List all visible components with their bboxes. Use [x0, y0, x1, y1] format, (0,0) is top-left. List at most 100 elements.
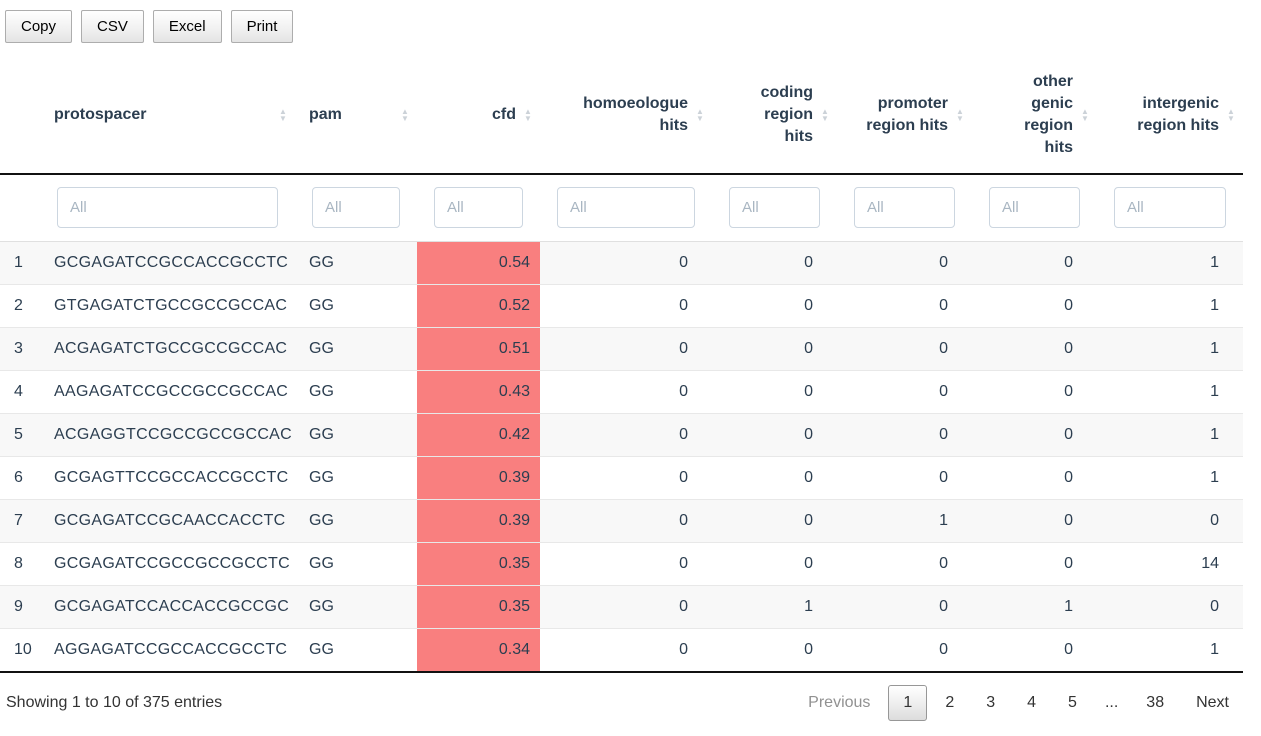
pagination-page-38[interactable]: 38 — [1146, 694, 1165, 711]
print-button[interactable]: Print — [230, 10, 294, 43]
column-label-other_genic_region_hits: other genic region hits — [1024, 73, 1073, 156]
cell-intergenic_region_hits: 1 — [1097, 284, 1243, 328]
cell-homoeologue_hits: 0 — [540, 585, 712, 629]
cell-other_genic_region_hits: 0 — [972, 456, 1097, 500]
csv-button[interactable]: CSV — [81, 10, 144, 43]
cell-homoeologue_hits: 0 — [540, 456, 712, 500]
pagination-next[interactable]: Next — [1196, 694, 1229, 711]
cell-pam: GG — [295, 327, 417, 371]
copy-button[interactable]: Copy — [5, 10, 73, 43]
table-row: 9 GCGAGATCCACCACCGCCGC GG 0.35 0 1 0 1 0 — [0, 585, 1243, 629]
cell-protospacer: GCGAGATCCACCACCGCCGC — [40, 585, 295, 629]
cell-pam: GG — [295, 284, 417, 328]
cell-intergenic_region_hits: 1 — [1097, 241, 1243, 285]
pagination-page-1[interactable]: 1 — [888, 685, 928, 721]
cell-rownum: 9 — [0, 585, 40, 629]
cell-pam: GG — [295, 456, 417, 500]
cell-intergenic_region_hits: 0 — [1097, 585, 1243, 629]
cell-homoeologue_hits: 0 — [540, 413, 712, 457]
cell-promoter_region_hits: 0 — [837, 284, 972, 328]
cell-protospacer: GCGAGTTCCGCCACCGCCTC — [40, 456, 295, 500]
cell-promoter_region_hits: 0 — [837, 327, 972, 371]
cell-coding_region_hits: 0 — [712, 542, 837, 586]
results-table: protospacer ▲ ▼ pam ▲ ▼ cfd ▲ ▼ homoeologue hits ▲… — [0, 57, 1243, 673]
sort-icon: ▲ ▼ — [696, 107, 704, 123]
pagination-page-2[interactable]: 2 — [945, 694, 955, 711]
cell-cfd: 0.51 — [417, 327, 540, 371]
table-info: Showing 1 to 10 of 375 entries — [6, 694, 223, 711]
column-label-promoter_region_hits: promoter region hits — [866, 95, 948, 134]
filter-input-cfd[interactable] — [434, 187, 523, 228]
sort-icon: ▲ ▼ — [1227, 107, 1235, 123]
filter-input-promoter_region_hits[interactable] — [854, 187, 955, 228]
filter-input-protospacer[interactable] — [57, 187, 278, 228]
cell-promoter_region_hits: 0 — [837, 585, 972, 629]
pagination-ellipsis: ... — [1104, 694, 1119, 711]
column-header-pam[interactable]: pam ▲ ▼ — [295, 57, 417, 175]
cell-homoeologue_hits: 0 — [540, 284, 712, 328]
cell-homoeologue_hits: 0 — [540, 542, 712, 586]
cell-promoter_region_hits: 0 — [837, 456, 972, 500]
column-label-homoeologue_hits: homoeologue hits — [583, 95, 688, 134]
cell-coding_region_hits: 0 — [712, 628, 837, 673]
cell-rownum: 3 — [0, 327, 40, 371]
cell-rownum: 4 — [0, 370, 40, 414]
cell-protospacer: GTGAGATCTGCCGCCGCCAC — [40, 284, 295, 328]
column-label-pam: pam — [309, 106, 342, 123]
sort-icon: ▲ ▼ — [279, 107, 287, 123]
pagination-page-3[interactable]: 3 — [986, 694, 996, 711]
cell-promoter_region_hits: 0 — [837, 542, 972, 586]
cell-protospacer: ACGAGATCTGCCGCCGCCAC — [40, 327, 295, 371]
sort-icon: ▲ ▼ — [401, 107, 409, 123]
pagination-page-5[interactable]: 5 — [1068, 694, 1077, 711]
cell-other_genic_region_hits: 0 — [972, 628, 1097, 673]
cell-coding_region_hits: 0 — [712, 499, 837, 543]
cell-other_genic_region_hits: 1 — [972, 585, 1097, 629]
column-header-protospacer[interactable]: protospacer ▲ ▼ — [40, 57, 295, 175]
filter-input-pam[interactable] — [312, 187, 400, 228]
cell-rownum: 7 — [0, 499, 40, 543]
column-label-coding_region_hits: coding region hits — [760, 84, 813, 145]
table-row: 5 ACGAGGTCCGCCGCCGCCAC GG 0.42 0 0 0 0 1 — [0, 413, 1243, 457]
cell-other_genic_region_hits: 0 — [972, 284, 1097, 328]
column-header-promoter_region_hits[interactable]: promoter region hits ▲ ▼ — [837, 57, 972, 175]
cell-intergenic_region_hits: 1 — [1097, 370, 1243, 414]
cell-rownum: 5 — [0, 413, 40, 457]
sort-icon: ▲ ▼ — [956, 107, 964, 123]
cell-other_genic_region_hits: 0 — [972, 499, 1097, 543]
column-header-intergenic_region_hits[interactable]: intergenic region hits ▲ ▼ — [1097, 57, 1243, 175]
cell-intergenic_region_hits: 14 — [1097, 542, 1243, 586]
pagination-page-4[interactable]: 4 — [1027, 694, 1037, 711]
page: Copy CSV Excel Print protospacer ▲ ▼ pam ▲ ▼ cfd ▲… — [0, 10, 1261, 721]
column-header-coding_region_hits[interactable]: coding region hits ▲ ▼ — [712, 57, 837, 175]
filter-cell-pam — [295, 174, 417, 242]
cell-homoeologue_hits: 0 — [540, 628, 712, 673]
cell-pam: GG — [295, 585, 417, 629]
column-header-cfd[interactable]: cfd ▲ ▼ — [417, 57, 540, 175]
table-body: 1 GCGAGATCCGCCACCGCCTC GG 0.54 0 0 0 0 1 2 GTGAGAT… — [0, 241, 1243, 673]
pagination-previous[interactable]: Previous — [808, 694, 871, 711]
cell-other_genic_region_hits: 0 — [972, 241, 1097, 285]
cell-cfd: 0.34 — [417, 628, 540, 673]
cell-coding_region_hits: 0 — [712, 241, 837, 285]
cell-promoter_region_hits: 0 — [837, 413, 972, 457]
column-header-other_genic_region_hits[interactable]: other genic region hits ▲ ▼ — [972, 57, 1097, 175]
cell-coding_region_hits: 0 — [712, 284, 837, 328]
filter-input-coding_region_hits[interactable] — [729, 187, 820, 228]
cell-cfd: 0.54 — [417, 241, 540, 285]
excel-button[interactable]: Excel — [152, 10, 222, 43]
cell-pam: GG — [295, 628, 417, 673]
filter-input-intergenic_region_hits[interactable] — [1114, 187, 1226, 228]
filter-input-homoeologue_hits[interactable] — [557, 187, 695, 228]
cell-protospacer: ACGAGGTCCGCCGCCGCCAC — [40, 413, 295, 457]
column-header-homoeologue_hits[interactable]: homoeologue hits ▲ ▼ — [540, 57, 712, 175]
filter-input-other_genic_region_hits[interactable] — [989, 187, 1080, 228]
cell-intergenic_region_hits: 1 — [1097, 327, 1243, 371]
cell-pam: GG — [295, 413, 417, 457]
export-toolbar: Copy CSV Excel Print — [0, 10, 1261, 43]
sort-icon: ▲ ▼ — [524, 107, 532, 123]
cell-homoeologue_hits: 0 — [540, 370, 712, 414]
filter-cell-rownum — [0, 174, 40, 242]
cell-rownum: 10 — [0, 628, 40, 673]
table-row: 8 GCGAGATCCGCCGCCGCCTC GG 0.35 0 0 0 0 14 — [0, 542, 1243, 586]
